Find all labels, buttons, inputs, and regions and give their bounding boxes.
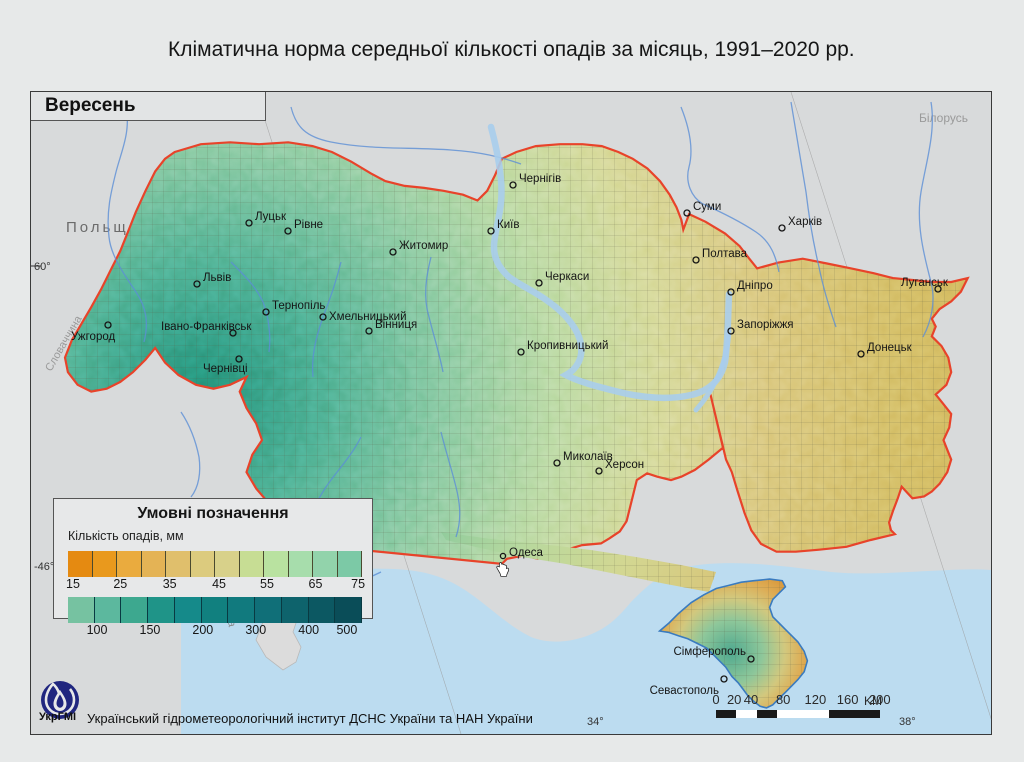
- svg-text:Вінниця: Вінниця: [375, 319, 417, 331]
- svg-text:Ужгород: Ужгород: [71, 331, 115, 343]
- svg-text:Донецьк: Донецьк: [867, 342, 913, 354]
- svg-text:Луганськ: Луганськ: [901, 277, 949, 289]
- svg-text:Кропивницький: Кропивницький: [527, 340, 608, 352]
- svg-text:Суми: Суми: [693, 201, 721, 213]
- svg-text:Полтава: Полтава: [702, 248, 748, 260]
- svg-text:Луцьк: Луцьк: [255, 211, 287, 223]
- svg-text:Севастополь: Севастополь: [650, 685, 719, 697]
- svg-text:Чернігів: Чернігів: [519, 173, 561, 185]
- svg-text:Івано-Франківськ: Івано-Франківськ: [161, 321, 252, 333]
- svg-text:38°: 38°: [899, 716, 916, 728]
- svg-text:Одеса: Одеса: [509, 547, 544, 559]
- svg-text:Черкаси: Черкаси: [545, 271, 589, 283]
- svg-text:Тернопіль: Тернопіль: [272, 300, 325, 312]
- svg-text:60°: 60°: [34, 261, 51, 273]
- svg-text:Дніпро: Дніпро: [737, 280, 773, 292]
- svg-text:Херсон: Херсон: [605, 459, 644, 471]
- svg-text:Львів: Львів: [203, 272, 231, 284]
- svg-text:Рівне: Рівне: [294, 219, 323, 231]
- svg-text:Білорусь: Білорусь: [919, 111, 968, 125]
- svg-text:Запоріжжя: Запоріжжя: [737, 319, 794, 331]
- svg-text:Чернівці: Чернівці: [203, 363, 248, 375]
- svg-text:-46°: -46°: [34, 561, 54, 573]
- svg-text:Сімферополь: Сімферополь: [674, 646, 747, 658]
- svg-text:Київ: Київ: [497, 219, 519, 231]
- svg-text:Житомир: Житомир: [399, 240, 448, 252]
- svg-text:Харків: Харків: [788, 216, 822, 228]
